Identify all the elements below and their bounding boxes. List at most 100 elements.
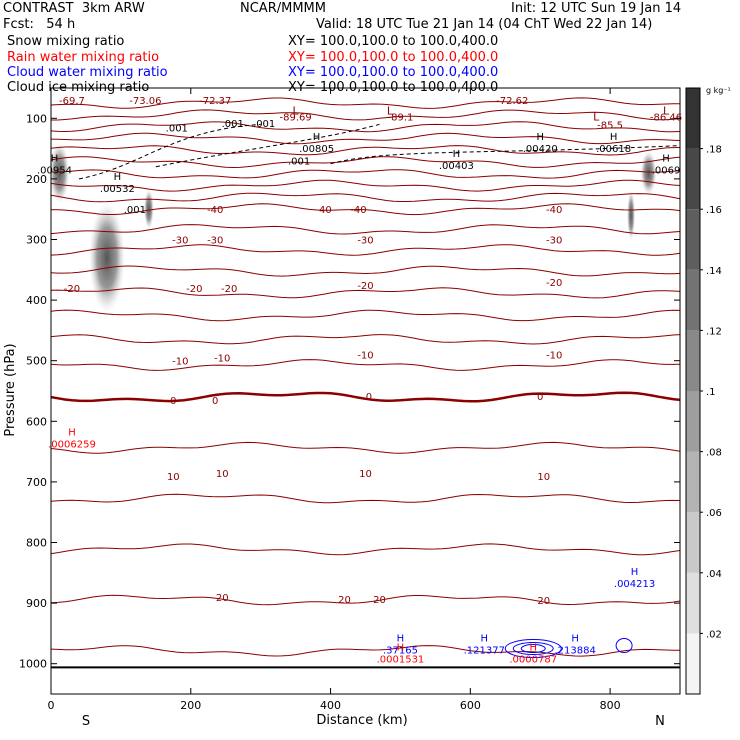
temperature-label: -89.1 bbox=[388, 112, 414, 123]
temperature-label: 10 bbox=[167, 472, 180, 483]
y-axis-label: Pressure (hPa) bbox=[3, 343, 18, 436]
maximum-marker: H bbox=[68, 428, 76, 439]
maximum-marker: H bbox=[397, 634, 405, 645]
colorbar-tick-label: .06 bbox=[706, 508, 722, 519]
cloud-ice-label: .001 bbox=[166, 123, 188, 134]
temperature-label: -10 bbox=[546, 351, 562, 362]
minimum-marker: L bbox=[663, 104, 670, 117]
temperature-label: -20 bbox=[546, 278, 562, 289]
temperature-label: -20 bbox=[221, 284, 237, 295]
y-tick-label: 700 bbox=[26, 476, 47, 489]
temperature-label: -30 bbox=[172, 236, 188, 247]
axes: 0 200 400 600 800100200300400500600700800900… bbox=[19, 88, 680, 712]
temperature-contour bbox=[51, 145, 680, 156]
cloud-water-contour bbox=[615, 638, 633, 654]
y-tick-label: 100 bbox=[26, 112, 47, 125]
maximum-value: .00532 bbox=[100, 184, 135, 195]
colorbar-unit: g kg⁻¹ bbox=[706, 86, 731, 95]
temperature-label: -69.7 bbox=[59, 96, 85, 107]
temperature-label: 20 bbox=[537, 596, 550, 607]
colorbar-segment bbox=[686, 451, 700, 513]
contour-labels: -69.7 -73.06 -72.37 -89.69 -89.1 -72.62 -85.5 -… bbox=[37, 96, 682, 666]
y-tick-label: 900 bbox=[26, 597, 47, 610]
temperature-label: -72.37 bbox=[199, 96, 231, 107]
colorbar-segment bbox=[686, 572, 700, 634]
colorbar-segment bbox=[686, 512, 700, 573]
temperature-contour bbox=[51, 109, 680, 121]
temperature-label: -89.69 bbox=[279, 112, 311, 123]
temperature-label: 0 bbox=[537, 392, 543, 403]
x-tick-label: 0 bbox=[48, 699, 55, 712]
maximum-value: .0001531 bbox=[377, 655, 425, 666]
snow-shading-blob bbox=[88, 202, 125, 313]
y-tick-label: 400 bbox=[26, 294, 47, 307]
maximum-value: .121377 bbox=[464, 646, 505, 657]
maximum-marker: H bbox=[631, 567, 639, 578]
temperature-label: -40 bbox=[207, 205, 223, 216]
forecast-hour: Fcst: 54 h bbox=[3, 17, 76, 32]
maximum-value: .37165 bbox=[383, 646, 418, 657]
y-tick-label: 500 bbox=[26, 355, 47, 368]
y-tick-label: 200 bbox=[26, 173, 47, 186]
temperature-contour bbox=[51, 594, 680, 606]
minimum-marker: L bbox=[593, 110, 600, 123]
maximum-value: .00403 bbox=[439, 161, 474, 172]
valid-time: Valid: 18 UTC Tue 21 Jan 14 (04 ChT Wed … bbox=[316, 17, 653, 32]
temperature-label: -20 bbox=[64, 284, 80, 295]
temperature-contour bbox=[51, 192, 680, 203]
maximum-marker: H bbox=[397, 643, 405, 654]
colorbar-tick-label: .08 bbox=[706, 448, 722, 459]
snow-shading bbox=[51, 142, 657, 313]
colorbar-segment bbox=[686, 330, 700, 391]
maximum-value: .00954 bbox=[37, 166, 72, 177]
temperature-label: -86.46 bbox=[650, 112, 682, 123]
cloud-ice-label: .001 bbox=[222, 119, 244, 130]
temperature-label: -73.06 bbox=[129, 96, 161, 107]
y-tick-label: 1000 bbox=[19, 658, 47, 671]
temperature-contour bbox=[51, 156, 680, 169]
temperature-contour bbox=[51, 203, 680, 216]
maximum-marker: H bbox=[481, 634, 489, 645]
cloud-water-contour bbox=[520, 644, 546, 654]
maximum-marker: H bbox=[662, 154, 670, 165]
maximum-marker: H bbox=[610, 132, 618, 143]
colorbar-tick-label: .18 bbox=[706, 145, 722, 156]
maximum-marker: H bbox=[313, 132, 321, 143]
temperature-contour bbox=[51, 121, 680, 133]
colorbar-tick-label: .04 bbox=[706, 569, 722, 580]
maximum-value: .00805 bbox=[299, 144, 334, 155]
temperature-label: -72.62 bbox=[496, 96, 528, 107]
temperature-label: -85.5 bbox=[597, 120, 623, 131]
cloud-ice-contour bbox=[155, 123, 380, 168]
temperature-label: -40 bbox=[546, 205, 562, 216]
temperature-label: -20 bbox=[186, 284, 202, 295]
field-label-rain: Rain water mixing ratio bbox=[7, 50, 160, 65]
x-tick-label: 800 bbox=[600, 699, 621, 712]
temperature-label: 0 bbox=[212, 396, 218, 407]
maximum-marker: H bbox=[453, 149, 461, 160]
temperature-contour bbox=[51, 645, 680, 657]
colorbar-segment bbox=[686, 633, 700, 694]
temperature-label: -10 bbox=[172, 357, 188, 368]
field-xy-rain: XY= 100.0,100.0 to 100.0,400.0 bbox=[288, 50, 499, 65]
temperature-label: -10 bbox=[214, 354, 230, 365]
colorbar-tick-label: .1 bbox=[706, 387, 716, 398]
organization: NCAR/MMMM bbox=[240, 1, 326, 16]
maximum-value: .004213 bbox=[614, 579, 655, 590]
x-tick-label: 200 bbox=[180, 699, 201, 712]
field-xy-snow: XY= 100.0,100.0 to 100.0,400.0 bbox=[288, 34, 499, 49]
south-label: S bbox=[82, 714, 90, 729]
maximum-marker: H bbox=[51, 154, 59, 165]
field-label-snow: Snow mixing ratio bbox=[7, 34, 125, 49]
cloud-ice-contour bbox=[78, 123, 261, 180]
maximum-value: .0069 bbox=[652, 166, 681, 177]
temperature-contour bbox=[51, 359, 680, 371]
maximum-marker: H bbox=[536, 132, 544, 143]
maximum-marker: H bbox=[571, 634, 579, 645]
colorbar-tick-label: .12 bbox=[706, 326, 722, 337]
colorbar-segment bbox=[686, 209, 700, 270]
temperature-contour bbox=[51, 309, 680, 322]
temperature-label: -30 bbox=[357, 236, 373, 247]
temperature-contour bbox=[51, 543, 680, 556]
